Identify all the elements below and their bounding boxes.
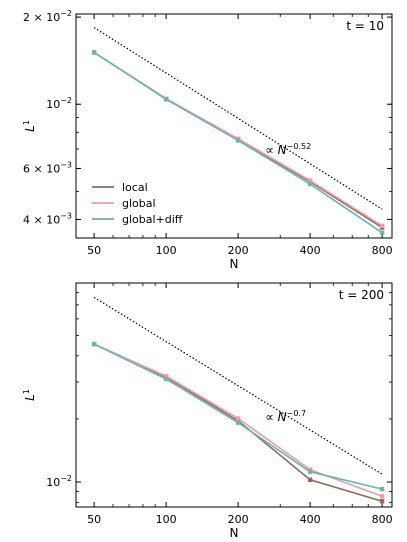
series-point-global <box>235 416 241 421</box>
panel-label: t = 10 <box>346 19 384 33</box>
y-tick-label: 10−2 <box>46 474 72 489</box>
x-tick-label: 400 <box>300 244 321 257</box>
legend: local global global+diff <box>92 181 183 226</box>
y-axis-label-superscript: 1 <box>22 120 31 125</box>
y-axis-label-superscript: 1 <box>22 389 31 394</box>
y-tick-mantissa: 4 × 10 <box>23 213 60 226</box>
series-point-global <box>379 223 385 229</box>
series-point-local <box>379 498 385 504</box>
x-tick-label: 200 <box>228 513 249 526</box>
y-tick-mantissa: 6 × 10 <box>23 162 60 175</box>
y-tick-label: 6 × 10−3 <box>23 160 72 175</box>
x-tick-label: 50 <box>87 513 101 526</box>
x-axis-label: N <box>230 526 239 540</box>
series-point-global-diff <box>235 138 241 143</box>
series-point-local <box>307 477 313 482</box>
legend-label: global+diff <box>122 213 183 226</box>
y-tick-exponent: −2 <box>60 9 72 18</box>
series-point-global-diff <box>235 420 241 425</box>
y-tick-mantissa: 2 × 10 <box>23 11 60 24</box>
reference-line-exponent: −0.7 <box>287 409 306 418</box>
y-tick-label: 2 × 10−2 <box>23 9 72 24</box>
x-tick-label: 200 <box>228 244 249 257</box>
series-point-global <box>379 494 385 499</box>
reference-line-label: ∝ N−0.7 <box>265 409 306 424</box>
series-point-global-diff <box>379 486 385 492</box>
y-tick-exponent: −2 <box>60 474 72 483</box>
reference-line-label-prefix: ∝ N <box>265 143 286 157</box>
y-tick-mantissa: 10 <box>46 476 60 489</box>
y-tick-exponent: −3 <box>60 211 72 220</box>
x-tick-label: 800 <box>372 513 393 526</box>
reference-power-law-line <box>93 27 383 210</box>
x-tick-label: 50 <box>87 244 101 257</box>
y-axis-label: L1 <box>22 389 37 401</box>
series-point-global <box>163 373 169 379</box>
plot-frame <box>75 282 393 508</box>
x-tick-label: 100 <box>156 244 177 257</box>
series-point-global-diff <box>163 376 169 382</box>
x-tick-label: 400 <box>300 513 321 526</box>
x-axis-label: N <box>230 257 239 271</box>
reference-line-label-prefix: ∝ N <box>265 410 286 424</box>
series-point-global-diff <box>379 230 385 235</box>
series-point-global <box>307 178 313 183</box>
reference-line-label: ∝ N−0.52 <box>265 142 311 157</box>
legend-label: local <box>122 181 148 194</box>
x-tick-label: 800 <box>372 244 393 257</box>
y-axis-label: L1 <box>22 120 37 132</box>
panel-label: t = 200 <box>339 288 384 302</box>
y-axis-label-main: L <box>23 125 37 132</box>
chart-panel-2: 50 100 200 400 800 10−2 N L1 t = 200 ∝ N−0.7 <box>22 282 393 540</box>
reference-power-law-line <box>93 296 383 475</box>
y-axis-label-main: L <box>23 394 37 401</box>
series-point-global-diff <box>307 469 313 474</box>
plot-frame <box>75 13 393 239</box>
series-point-global-diff <box>307 181 313 187</box>
series-point-global-diff <box>163 97 169 102</box>
y-tick-label: 10−2 <box>46 96 72 111</box>
y-tick-label: 4 × 10−3 <box>23 211 72 226</box>
y-tick-mantissa: 10 <box>46 98 60 111</box>
reference-line-exponent: −0.52 <box>287 142 312 151</box>
series-point-global-diff <box>91 341 97 347</box>
series-point-global-diff <box>91 50 97 55</box>
x-tick-label: 100 <box>156 513 177 526</box>
legend-label: global <box>122 197 156 210</box>
y-tick-exponent: −2 <box>60 96 72 105</box>
y-tick-exponent: −3 <box>60 160 72 169</box>
